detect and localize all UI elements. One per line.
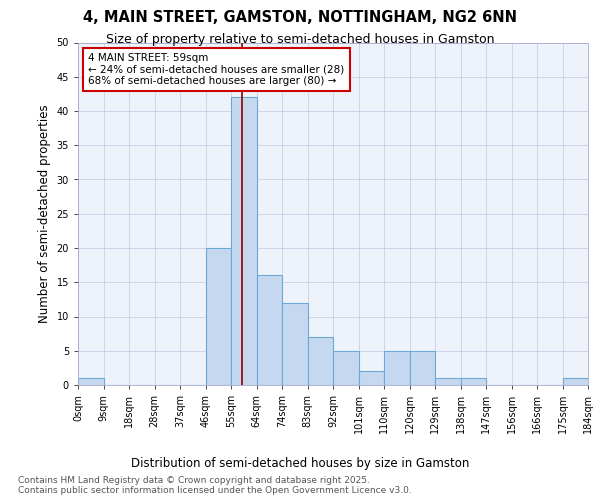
Bar xyxy=(231,98,257,385)
Bar xyxy=(359,372,384,385)
Text: Distribution of semi-detached houses by size in Gamston: Distribution of semi-detached houses by … xyxy=(131,458,469,470)
Bar xyxy=(205,248,231,385)
Bar xyxy=(257,276,282,385)
Text: 4, MAIN STREET, GAMSTON, NOTTINGHAM, NG2 6NN: 4, MAIN STREET, GAMSTON, NOTTINGHAM, NG2… xyxy=(83,10,517,25)
Bar xyxy=(282,303,308,385)
Bar xyxy=(435,378,461,385)
Text: Contains HM Land Registry data © Crown copyright and database right 2025.
Contai: Contains HM Land Registry data © Crown c… xyxy=(18,476,412,495)
Bar xyxy=(333,351,359,385)
Text: Size of property relative to semi-detached houses in Gamston: Size of property relative to semi-detach… xyxy=(106,32,494,46)
Bar xyxy=(308,337,333,385)
Text: 4 MAIN STREET: 59sqm
← 24% of semi-detached houses are smaller (28)
68% of semi-: 4 MAIN STREET: 59sqm ← 24% of semi-detac… xyxy=(88,53,344,86)
Bar xyxy=(409,351,435,385)
Bar xyxy=(384,351,409,385)
Bar xyxy=(78,378,104,385)
Y-axis label: Number of semi-detached properties: Number of semi-detached properties xyxy=(38,104,51,323)
Bar xyxy=(461,378,486,385)
Bar xyxy=(563,378,588,385)
